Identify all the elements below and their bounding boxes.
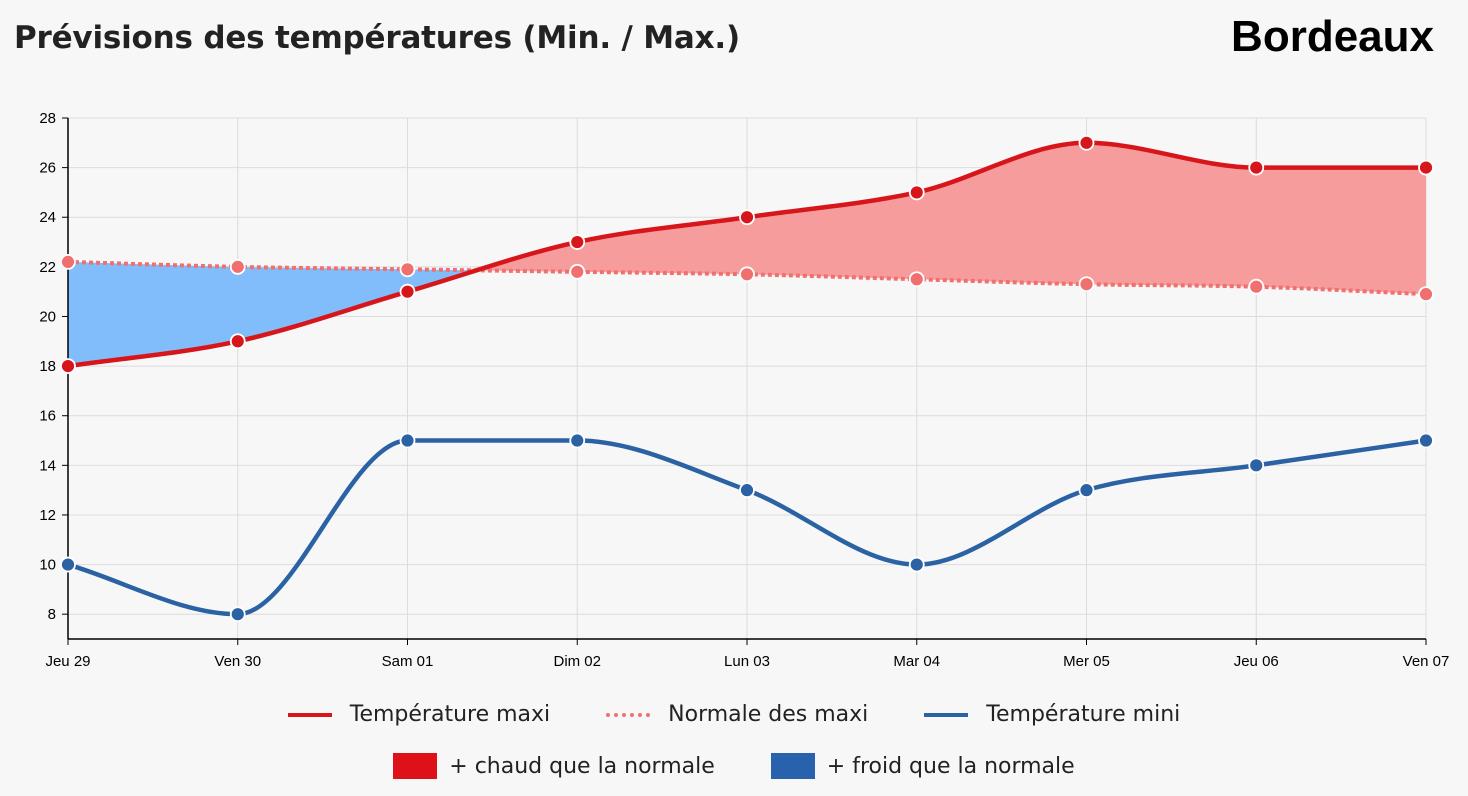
point-max[interactable] — [739, 209, 755, 226]
x-tick-label: Lun 03 — [724, 653, 770, 670]
y-tick-label: 16 — [39, 408, 56, 425]
city-name: Bordeaux — [1231, 12, 1434, 61]
point-normal[interactable] — [229, 258, 246, 275]
legend-normal-line-icon — [606, 712, 651, 717]
point-max[interactable] — [569, 234, 586, 250]
x-tick-label: Jeu 06 — [1234, 653, 1279, 670]
y-tick-label: 24 — [39, 209, 56, 226]
point-normal[interactable] — [1248, 278, 1265, 295]
point-max[interactable] — [1248, 159, 1265, 176]
x-tick-label: Mer 05 — [1063, 653, 1110, 670]
point-min[interactable] — [1078, 482, 1095, 499]
legend-min-label: Température mini — [986, 702, 1181, 727]
axis-layer: 8 10 12 14 16 18 20 22 24 26 28 Jeu 29 Ven 30 Sam 01 D… — [39, 110, 1449, 670]
point-max[interactable] — [399, 283, 416, 300]
y-tick-label: 26 — [39, 160, 56, 177]
point-min[interactable] — [739, 482, 755, 499]
point-min[interactable] — [569, 432, 586, 449]
point-normal[interactable] — [60, 253, 76, 270]
colder-area — [68, 261, 477, 367]
y-tick-label: 14 — [39, 457, 56, 474]
legend-item-max[interactable]: Température maxi — [287, 702, 551, 727]
point-layer — [60, 134, 1434, 623]
y-tick-label: 8 — [48, 606, 56, 623]
point-normal[interactable] — [1078, 276, 1095, 293]
y-tick-label: 28 — [39, 110, 56, 127]
y-tick-label: 12 — [39, 507, 56, 524]
y-tick-label: 18 — [39, 358, 56, 375]
legend-max-label: Température maxi — [349, 702, 551, 727]
point-normal[interactable] — [908, 271, 925, 288]
x-tick-label: Jeu 29 — [45, 653, 90, 670]
x-tick-label: Dim 02 — [553, 653, 601, 670]
legend-warmer-label: + chaud que la normale — [449, 753, 715, 779]
legend-item-warmer[interactable]: + chaud que la normale — [393, 753, 715, 779]
point-normal[interactable] — [569, 263, 586, 280]
legend-warmer-swatch-icon — [393, 753, 438, 779]
point-min[interactable] — [60, 556, 76, 573]
legend-row-lines: Température maxi Normale des maxi Tempér… — [0, 702, 1468, 727]
point-max[interactable] — [1078, 134, 1095, 151]
legend-item-min[interactable]: Température mini — [924, 702, 1180, 727]
legend-colder-label: + froid que la normale — [826, 753, 1075, 779]
x-tick-label: Mar 04 — [893, 653, 940, 670]
legend-item-normal[interactable]: Normale des maxi — [606, 702, 868, 727]
warmer-area — [476, 142, 1426, 295]
x-tick-label: Sam 01 — [382, 653, 434, 670]
point-min[interactable] — [1418, 432, 1434, 449]
y-tick-label: 22 — [39, 259, 56, 276]
point-max[interactable] — [1418, 159, 1434, 176]
point-min[interactable] — [399, 432, 416, 449]
point-normal[interactable] — [399, 261, 416, 278]
legend-colder-swatch-icon — [770, 753, 815, 779]
point-min[interactable] — [1248, 457, 1265, 474]
temperature-chart: 8 10 12 14 16 18 20 22 24 26 28 Jeu 29 Ven 30 Sam 01 D… — [39, 110, 1449, 670]
legend-item-colder[interactable]: + froid que la normale — [770, 753, 1075, 779]
area-layer — [68, 142, 1426, 367]
legend-row-areas: + chaud que la normale + froid que la no… — [0, 753, 1468, 779]
point-min[interactable] — [229, 606, 246, 623]
legend-normal-label: Normale des maxi — [668, 702, 869, 727]
x-tick-label: Ven 07 — [1403, 653, 1450, 670]
point-normal[interactable] — [1418, 286, 1434, 303]
x-tick-label: Ven 30 — [214, 653, 261, 670]
point-max[interactable] — [229, 333, 246, 350]
y-tick-label: 20 — [39, 308, 56, 325]
point-normal[interactable] — [739, 266, 755, 283]
legend-min-line-icon — [924, 712, 969, 717]
y-tick-label: 10 — [39, 557, 56, 574]
chart-title: Prévisions des températures (Min. / Max.… — [14, 20, 740, 56]
legend-max-line-icon — [287, 712, 332, 717]
point-max[interactable] — [60, 358, 76, 374]
point-max[interactable] — [908, 184, 925, 201]
point-min[interactable] — [908, 556, 925, 573]
